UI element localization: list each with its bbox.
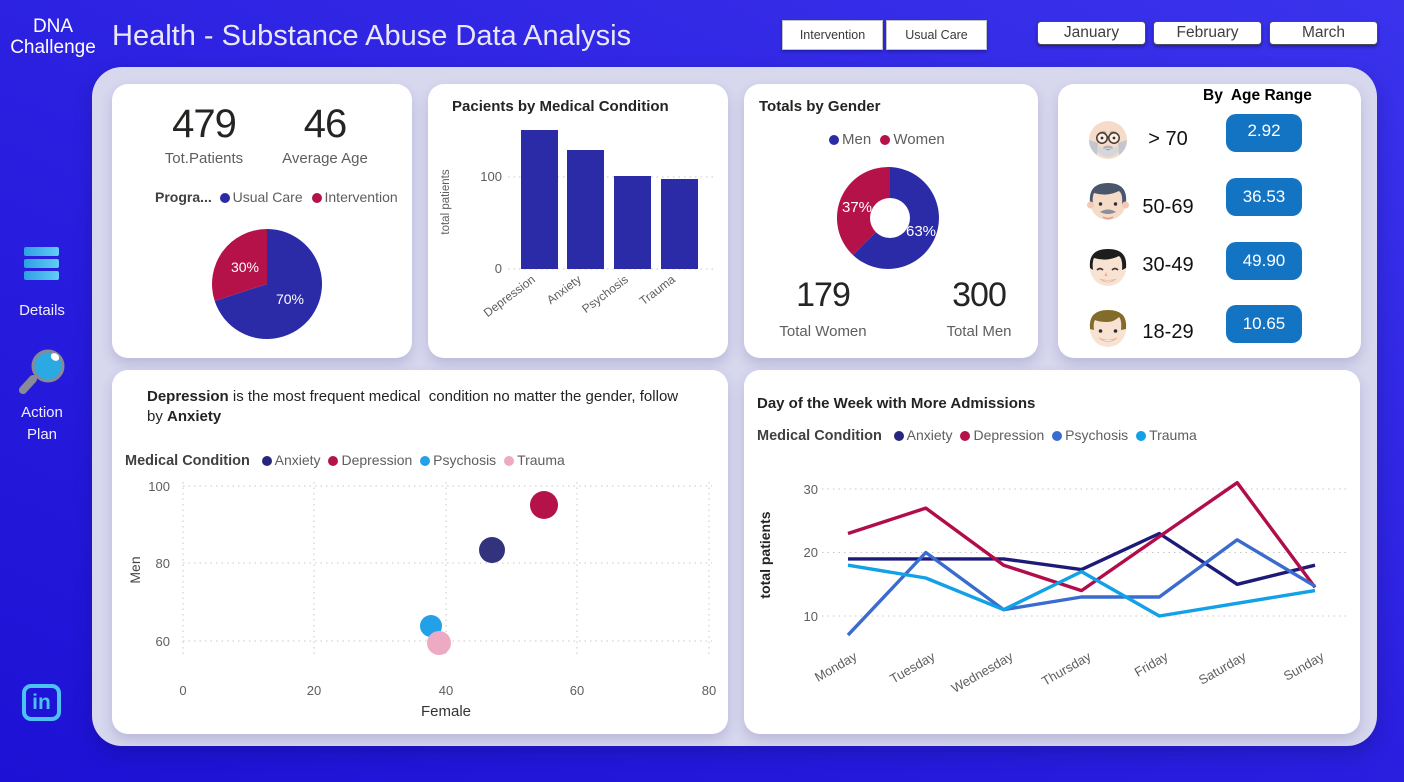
svg-text:30%: 30%	[231, 259, 259, 275]
svg-text:Anxiety: Anxiety	[544, 272, 584, 307]
svg-text:Men: Men	[127, 556, 143, 583]
svg-text:70%: 70%	[276, 291, 304, 307]
svg-text:Tuesday: Tuesday	[887, 648, 938, 686]
svg-text:100: 100	[480, 169, 502, 184]
svg-text:40: 40	[439, 683, 453, 698]
svg-text:30: 30	[804, 482, 818, 497]
svg-text:Saturday: Saturday	[1196, 648, 1249, 687]
svg-text:80: 80	[702, 683, 716, 698]
svg-text:total patients: total patients	[440, 169, 452, 234]
svg-text:Sunday: Sunday	[1281, 648, 1327, 683]
svg-text:Thursday: Thursday	[1039, 648, 1094, 688]
svg-text:0: 0	[495, 261, 502, 276]
svg-text:Female: Female	[421, 703, 471, 720]
svg-text:Trauma: Trauma	[637, 272, 678, 308]
svg-text:60: 60	[156, 634, 170, 649]
svg-text:20: 20	[307, 683, 321, 698]
svg-text:60: 60	[570, 683, 584, 698]
svg-text:63%: 63%	[906, 223, 936, 240]
svg-text:total patients: total patients	[757, 511, 773, 598]
svg-text:100: 100	[148, 479, 170, 494]
svg-text:10: 10	[804, 609, 818, 624]
svg-text:37%: 37%	[842, 199, 872, 216]
svg-text:0: 0	[179, 683, 186, 698]
svg-text:80: 80	[156, 556, 170, 571]
svg-text:Psychosis: Psychosis	[579, 272, 631, 316]
svg-text:20: 20	[804, 545, 818, 560]
svg-text:Friday: Friday	[1132, 648, 1171, 679]
svg-text:Depression: Depression	[481, 272, 538, 320]
svg-text:Monday: Monday	[812, 648, 860, 684]
svg-text:Wednesday: Wednesday	[949, 648, 1016, 695]
